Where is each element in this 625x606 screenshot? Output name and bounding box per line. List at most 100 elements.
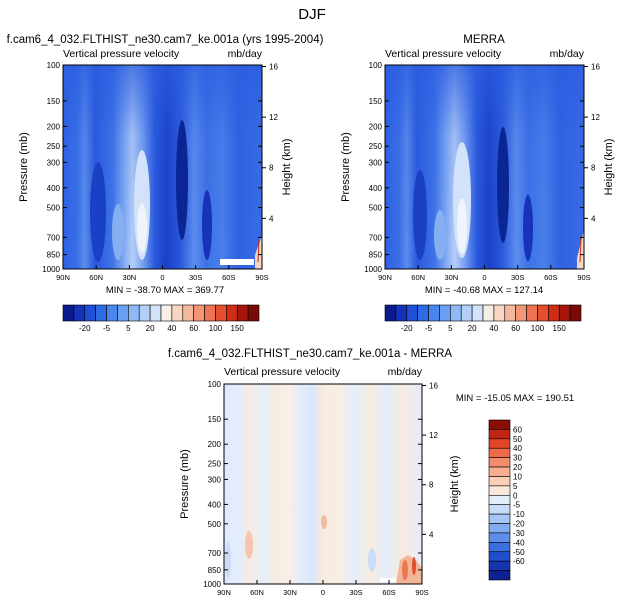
colorbar-label: 150 [231,324,245,333]
colorbar-swatch [95,304,107,322]
colorbar-swatch [417,304,429,322]
panel-diff-y-tick-label: 400 [208,500,222,509]
panel-diff-x-axis: 90N 60N 30N 0 30S 60S 90S [217,580,429,597]
panel-model-x-tick-label: 30S [189,273,202,282]
colorbar-diff-swatch [488,485,511,496]
panel-diff-y2label: Height (km) [449,456,461,513]
colorbar-diff-label: 40 [513,444,522,453]
panel-model-subtitle-right: mb/day [228,48,263,60]
panel-merra-y-tick-label: 400 [369,184,383,193]
panel-model-y2-tick-label: 8 [269,164,274,173]
panel-diff-x-tick-label: 90N [217,588,231,597]
colorbar-swatch [226,304,238,322]
panel-model-field [63,65,262,269]
colorbar-swatch [138,304,151,322]
panel-diff-y2-tick-label: 8 [429,481,434,490]
colorbar-label: -20 [401,324,413,333]
panel-model-y-tick-label: 850 [47,251,61,260]
panel-diff-x-tick-label: 60S [382,588,395,597]
colorbar-diff-label: -40 [513,538,525,547]
panel-diff-y-tick-label: 100 [208,380,222,389]
page-title: DJF [298,6,326,23]
panel-diff-y2-axis: 16 12 8 4 [422,381,438,539]
panel-merra-y-tick-label: 500 [369,204,383,213]
panel-model-x-tick-label: 90N [56,273,70,282]
colorbar-label: 100 [531,324,545,333]
colorbar-diff-swatch [488,513,511,524]
panel-diff-x-tick-label: 60N [250,588,264,597]
colorbar-swatch [384,304,397,322]
panel-model-y2-tick-label: 12 [269,113,278,122]
colorbar-swatch [569,304,582,322]
colorbar-swatch [182,304,194,322]
colorbar-diff-label: 50 [513,435,522,444]
colorbar-diff-swatch [488,429,511,440]
panel-merra-y-tick-label: 850 [369,251,383,260]
panel-merra-y2-tick-label: 12 [591,113,600,122]
panel-merra-x-tick-label: 30N [444,273,458,282]
panel-diff-subtitle-right: mb/day [388,366,423,378]
panel-merra-y2-axis: 16 12 8 4 [584,62,600,223]
colorbar-diff-swatch [488,457,511,468]
panel-diff-title: f.cam6_4_032.FLTHIST_ne30.cam7_ke.001a -… [168,348,453,360]
colorbar-swatch [526,304,538,322]
panel-diff-x-tick-label: 30N [283,588,297,597]
panel-merra-title: MERRA [463,34,505,46]
panel-merra-y-tick-label: 200 [369,122,383,131]
colorbar-swatch [215,304,227,322]
panel-merra-y-tick-label: 700 [369,233,383,242]
panel-merra-x-tick-label: 60S [544,273,557,282]
colorbar-diff-swatch [488,438,511,449]
panel-model-x-tick-label: 30N [122,273,136,282]
colorbar-label: -20 [79,324,91,333]
colorbar-swatch [439,304,451,322]
colorbar-diff-label: 5 [513,482,518,491]
panel-diff-x-tick-label: 0 [321,588,325,597]
panel-diff-x-tick-label: 30S [349,588,362,597]
colorbar-diff-swatch [488,476,511,487]
panel-merra-y-tick-label: 1000 [364,265,382,274]
panel-model-y-tick-label: 150 [47,97,61,106]
colorbar-merra: -20 -5 5 20 40 60 100 150 [384,304,582,333]
panel-diff-y-tick-label: 700 [208,549,222,558]
panel-model-title: f.cam6_4_032.FLTHIST_ne30.cam7_ke.001a (… [7,34,324,46]
panel-model-y-tick-label: 300 [47,158,61,167]
panel-merra-x-tick-label: 90N [378,273,392,282]
colorbar-swatch [106,304,118,322]
colorbar-diff-label: -10 [513,510,525,519]
panel-diff-field [224,384,422,584]
colorbar-diff-label: 10 [513,472,522,481]
panel-diff-y-tick-label: 250 [208,460,222,469]
panel-model-y-tick-label: 400 [47,184,61,193]
colorbar-diff-swatch [488,523,511,534]
colorbar-swatch [160,304,173,322]
colorbar-label: 20 [468,324,477,333]
panel-model-y-tick-label: 200 [47,122,61,131]
panel-model-y-tick-label: 1000 [42,265,60,274]
colorbar-diff-label: -50 [513,548,525,557]
colorbar-diff-label: -20 [513,520,525,529]
panel-diff-y-tick-label: 300 [208,475,222,484]
panel-model-y2-tick-label: 4 [269,214,274,223]
panel-merra-x-axis: 90N 60N 30N 0 30S 60S 90S [378,265,591,282]
panel-merra-y-tick-label: 300 [369,158,383,167]
panel-merra-y2-tick-label: 4 [591,214,596,223]
colorbar-swatch [149,304,162,322]
panel-merra-y-axis: 100 150 200 250 300 400 500 700 850 1000 [364,61,584,274]
panel-merra-y-tick-label: 150 [369,97,383,106]
colorbar-diff-label: -30 [513,529,525,538]
panel-model-ylabel: Pressure (mb) [18,132,30,202]
colorbar-label: 40 [167,324,176,333]
colorbar-label: 60 [511,324,520,333]
colorbar-label: 100 [209,324,223,333]
panel-merra-x-tick-label: 90S [577,273,590,282]
colorbar-swatch [117,304,129,322]
panel-merra-field [385,65,584,269]
panel-model-y-axis: 100 150 200 250 300 400 500 700 850 1000 [42,61,262,274]
panel-model: f.cam6_4_032.FLTHIST_ne30.cam7_ke.001a (… [7,34,324,296]
panel-diff-y-tick-label: 850 [208,566,222,575]
colorbar-swatch [515,304,527,322]
panel-merra-y2-tick-label: 8 [591,164,596,173]
panel-model-y-tick-label: 250 [47,142,61,151]
colorbar-diff-swatch [488,494,511,506]
